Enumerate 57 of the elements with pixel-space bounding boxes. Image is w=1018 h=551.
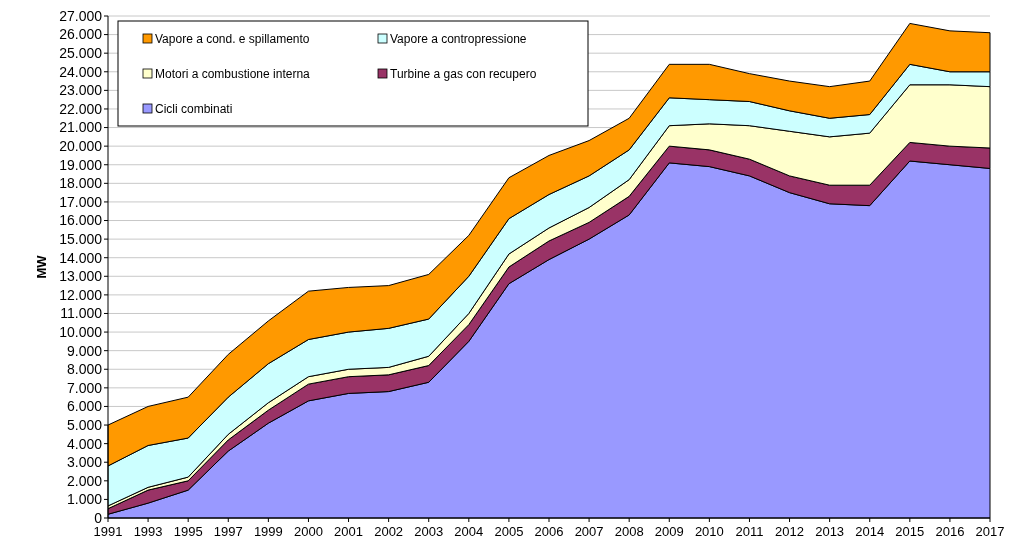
y-tick-label: 6.000	[66, 398, 103, 415]
y-tick-label: 27.000	[59, 7, 103, 24]
x-tick-label: 2004	[454, 524, 484, 539]
legend-label: Cicli combinati	[155, 102, 233, 117]
x-tick-label: 2014	[855, 524, 885, 539]
y-tick-label: 25.000	[59, 45, 103, 62]
x-tick-label: 2003	[414, 524, 444, 539]
y-tick-label: 14.000	[59, 249, 103, 266]
x-tick-label: 1999	[253, 524, 283, 539]
x-tick-label: 2008	[614, 524, 644, 539]
y-tick-label: 23.000	[59, 82, 103, 99]
y-tick-label: 21.000	[59, 119, 103, 136]
y-tick-label: 13.000	[59, 268, 103, 285]
y-tick-label: 0	[94, 509, 103, 526]
y-tick-label: 4.000	[66, 435, 103, 452]
y-tick-label: 3.000	[66, 454, 103, 471]
x-tick-label: 2013	[815, 524, 845, 539]
y-tick-label: 19.000	[59, 156, 103, 173]
y-tick-label: 10.000	[59, 323, 103, 340]
x-tick-label: 2000	[293, 524, 323, 539]
x-tick-label: 2010	[694, 524, 724, 539]
x-tick-label: 2005	[494, 524, 524, 539]
x-tick-label: 1995	[173, 524, 203, 539]
y-tick-label: 1.000	[66, 491, 103, 508]
x-tick-label: 2007	[574, 524, 604, 539]
x-tick-label: 2006	[534, 524, 564, 539]
y-tick-label: 8.000	[66, 361, 103, 378]
y-tick-label: 15.000	[59, 231, 103, 248]
y-tick-label: 24.000	[59, 63, 103, 80]
x-tick-label: 1993	[133, 524, 163, 539]
y-tick-label: 7.000	[66, 379, 103, 396]
y-tick-label: 26.000	[59, 26, 103, 43]
y-tick-label: 18.000	[59, 175, 103, 192]
x-tick-label: 2001	[334, 524, 364, 539]
x-tick-label: 2009	[654, 524, 684, 539]
legend-label: Turbine a gas con recupero	[390, 67, 537, 82]
y-tick-label: 22.000	[59, 100, 103, 117]
y-tick-label: 12.000	[59, 286, 103, 303]
y-tick-label: 20.000	[59, 138, 103, 155]
x-tick-label: 2016	[935, 524, 965, 539]
y-tick-label: 11.000	[60, 305, 103, 322]
legend-label: Motori a combustione interna	[155, 67, 311, 82]
y-tick-label: 5.000	[66, 416, 103, 433]
y-tick-label: 2.000	[66, 472, 103, 489]
x-tick-label: 2011	[735, 524, 764, 539]
legend-label: Vapore a cond. e spillamento	[155, 32, 310, 47]
y-tick-label: 9.000	[66, 342, 103, 359]
y-tick-label: 17.000	[59, 193, 103, 210]
legend-label: Vapore a contropressione	[390, 32, 527, 47]
y-axis-title: MW	[34, 254, 49, 279]
x-tick-label: 1997	[213, 524, 243, 539]
y-tick-label: 16.000	[59, 212, 103, 229]
x-tick-label: 2012	[775, 524, 805, 539]
x-tick-label: 1991	[93, 524, 123, 539]
x-tick-label: 2017	[975, 524, 1005, 539]
x-tick-label: 2015	[895, 524, 925, 539]
x-tick-label: 2002	[374, 524, 404, 539]
